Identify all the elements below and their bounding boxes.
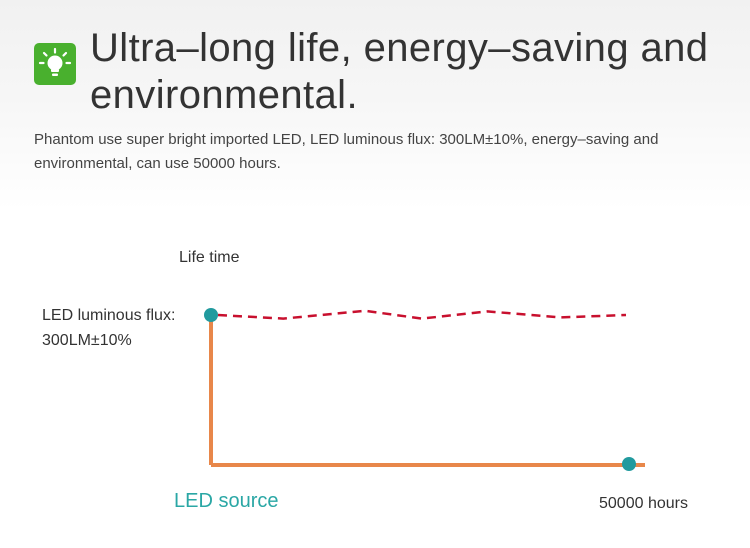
- y-axis-label: Life time: [179, 249, 240, 266]
- lightbulb-icon: [34, 43, 76, 85]
- page-title: Ultra–long life, energy–saving and envir…: [90, 26, 709, 117]
- x-end-label: 50000 hours: [599, 495, 688, 512]
- flux-label-line2: 300LM±10%: [42, 332, 132, 349]
- page-description: Phantom use super bright imported LED, L…: [34, 131, 659, 172]
- flux-label: LED luminous flux: 300LM±10%: [42, 303, 212, 353]
- flux-label-line1: LED luminous flux:: [42, 307, 176, 324]
- flux-start-marker: [204, 308, 218, 322]
- source-label: LED source: [174, 490, 279, 512]
- header-background: [0, 0, 750, 210]
- flux-series-line: [217, 309, 627, 320]
- life-end-marker: [622, 457, 636, 471]
